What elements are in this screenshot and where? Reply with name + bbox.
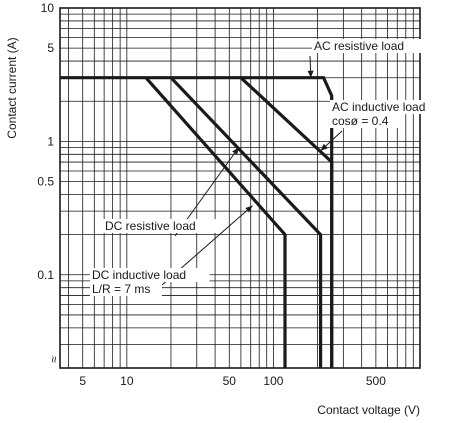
annotation-arrowhead	[232, 147, 239, 155]
x-axis-label: Contact voltage (V)	[317, 403, 420, 417]
annotation-arrowhead	[320, 143, 328, 151]
annotation-bg	[312, 39, 432, 53]
axis-break-mark: ≈	[47, 356, 61, 363]
y-tick-label: 0.1	[37, 268, 54, 282]
y-axis-label: Contact current (A)	[5, 37, 19, 138]
x-tick-label: 5	[79, 374, 86, 388]
annotation-bg	[90, 282, 162, 296]
annotation-bg	[330, 100, 450, 114]
tick-labels: 5 10 50 100 500 0.1 0.5 1 5 10	[37, 1, 386, 388]
series-line-4	[144, 76, 287, 368]
y-tick-label: 10	[41, 1, 55, 15]
annotation-text: AC inductive load	[332, 100, 425, 114]
y-tick-label: 0.5	[37, 175, 54, 189]
grid-lines	[60, 8, 420, 368]
x-tick-label: 10	[120, 374, 134, 388]
annotation-text: AC resistive load	[314, 39, 404, 53]
annotation-arrowhead	[307, 70, 314, 78]
annotation-text: cosø = 0.4	[332, 114, 389, 128]
annotation-arrowhead	[245, 205, 253, 213]
annotation-text: DC inductive load	[92, 268, 186, 282]
x-tick-label: 100	[263, 374, 283, 388]
y-tick-label: 1	[47, 134, 54, 148]
series-curves	[60, 76, 334, 368]
annotation-bg	[330, 114, 402, 128]
y-tick-label: 5	[47, 41, 54, 55]
annotation-text: DC resistive load	[105, 219, 196, 233]
annotation-bg	[103, 219, 223, 233]
annotation-text: L/R = 7 ms	[92, 282, 150, 296]
plot-frame	[59, 7, 421, 369]
series-line-3	[169, 76, 323, 368]
series-line-2	[239, 76, 334, 368]
annotation-bg	[90, 268, 210, 282]
x-tick-label: 50	[223, 374, 237, 388]
x-tick-label: 500	[366, 374, 386, 388]
